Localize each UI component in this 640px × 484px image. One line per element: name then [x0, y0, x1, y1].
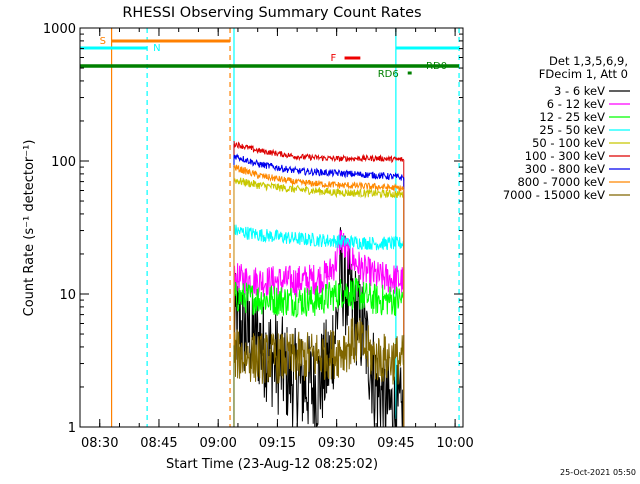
- series-line-800-7000-kev: [233, 164, 405, 192]
- series-line-100-300-kev: [233, 140, 405, 164]
- x-tick-label-4: 09:30: [318, 436, 355, 451]
- x-tick-label-5: 09:45: [377, 436, 414, 451]
- x-axis-label: Start Time (23-Aug-12 08:25:02): [166, 457, 378, 472]
- x-tick-label-0: 08:30: [81, 436, 118, 451]
- x-tick-label-1: 08:45: [140, 436, 177, 451]
- data-series: [233, 140, 405, 428]
- y-axis-label: Count Rate (s⁻¹ detector⁻¹): [22, 140, 37, 317]
- series-line-300-800-kev: [233, 153, 405, 181]
- plot-frame: [79, 27, 464, 428]
- flag-label-f: F: [331, 53, 337, 64]
- legend-header-line-1: Det 1,3,5,6,9,: [549, 54, 628, 68]
- axes: 08:30 08:45 09:00 09:15 09:30 09:45 10:00 1 10 10…: [43, 22, 474, 451]
- series-line-50-100-kev: [233, 177, 405, 199]
- flag-label-rd6: RD6: [378, 69, 399, 80]
- y-tick-label-0: 1: [68, 421, 76, 436]
- x-tick-label-3: 09:15: [259, 436, 296, 451]
- legend-label-100-300-kev: 100 - 300 keV: [525, 149, 605, 163]
- legend-label-50-100-kev: 50 - 100 keV: [532, 136, 605, 150]
- legend-label-25-50-kev: 25 - 50 keV: [539, 123, 605, 137]
- legend-label-3-6-kev: 3 - 6 keV: [554, 84, 605, 98]
- footer-timestamp: 25-Oct-2021 05:50: [560, 468, 636, 477]
- legend-header-line-2: FDecim 1, Att 0: [539, 67, 628, 81]
- series-line-12-25-kev: [233, 277, 405, 318]
- legend: Det 1,3,5,6,9, FDecim 1, Att 0 3 - 6 keV…: [503, 54, 630, 202]
- flag-bars: S N F RD0 RD6: [80, 36, 460, 80]
- legend-label-300-800-kev: 300 - 800 keV: [525, 162, 605, 176]
- chart-title: RHESSI Observing Summary Count Rates: [122, 5, 421, 21]
- y-tick-label-2: 100: [51, 155, 76, 170]
- flag-label-s: S: [100, 36, 106, 47]
- flag-label-n: N: [153, 43, 160, 54]
- legend-label-800-7000-kev: 800 - 7000 keV: [517, 175, 605, 189]
- legend-label-6-12-kev: 6 - 12 keV: [547, 97, 605, 111]
- series-line-6-12-kev: [233, 229, 405, 298]
- series-line-25-50-kev: [233, 224, 405, 251]
- y-tick-label-3: 1000: [43, 22, 76, 37]
- flag-label-rd0: RD0: [426, 61, 447, 72]
- legend-label-7000-15000-kev: 7000 - 15000 keV: [503, 188, 605, 202]
- series-line-7000-15000-kev: [233, 317, 405, 385]
- y-tick-label-1: 10: [59, 288, 76, 303]
- legend-label-12-25-kev: 12 - 25 keV: [539, 110, 605, 124]
- x-tick-label-6: 10:00: [436, 436, 473, 451]
- x-tick-label-2: 09:00: [199, 436, 236, 451]
